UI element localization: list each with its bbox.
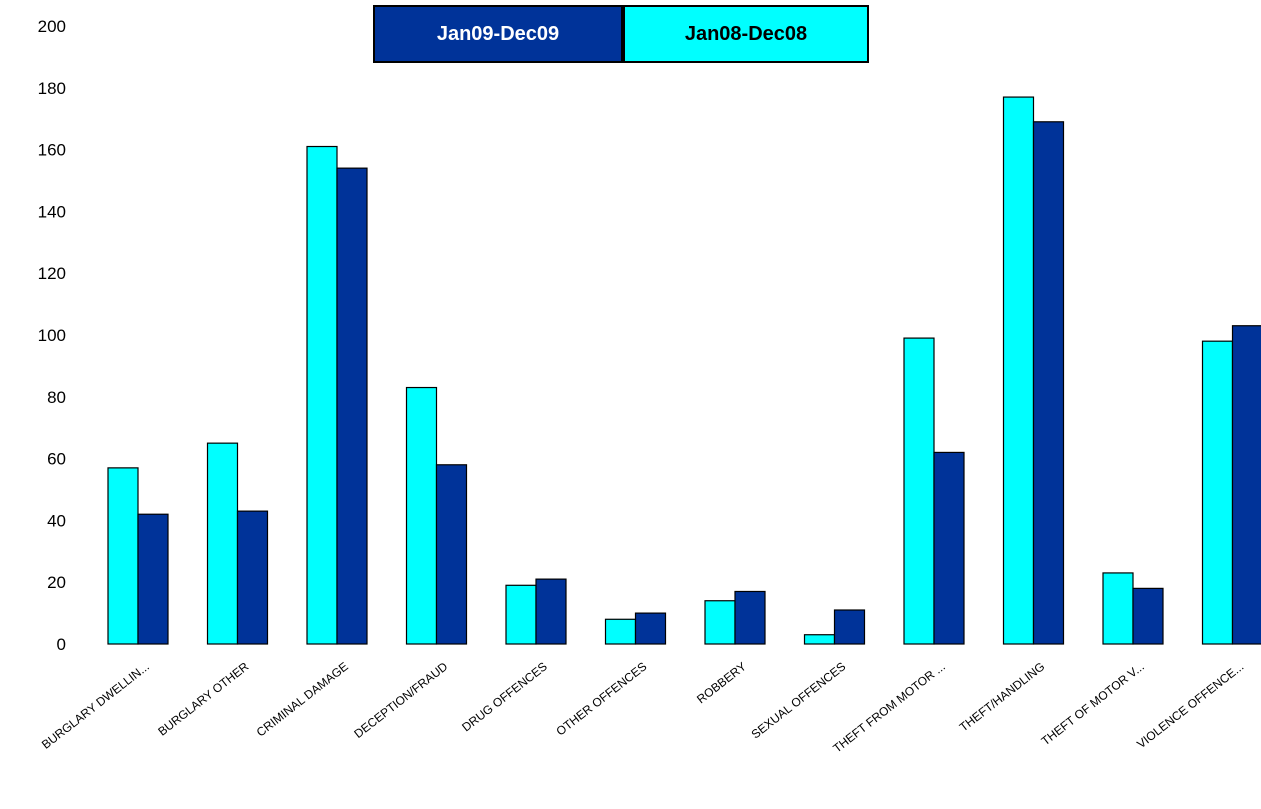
legend-item-jan09-dec09: Jan09-Dec09 <box>373 5 623 63</box>
y-tick-label: 0 <box>57 635 66 654</box>
y-tick-label: 160 <box>38 141 66 160</box>
bar-jan08-dec08 <box>405 386 438 645</box>
x-tick-label: THEFT FROM MOTOR ... <box>830 659 948 755</box>
bar-jan08-dec08 <box>107 467 139 645</box>
y-tick-label: 200 <box>38 17 66 36</box>
x-tick-label: OTHER OFFENCES <box>554 659 650 738</box>
y-tick-label: 20 <box>47 573 66 592</box>
x-tick-label: BURGLARY DWELLIN... <box>39 659 152 751</box>
bar-jan09-dec09 <box>734 590 766 645</box>
bar-jan08-dec08 <box>1102 572 1134 645</box>
legend-label-jan08-dec08: Jan08-Dec08 <box>684 22 808 45</box>
y-tick-label: 120 <box>38 264 66 283</box>
bar-jan08-dec08 <box>604 618 637 645</box>
y-tick-label: 40 <box>47 511 66 530</box>
bar-jan09-dec09 <box>833 609 866 645</box>
bar-jan09-dec09 <box>435 464 468 645</box>
x-tick-label: DECEPTION/FRAUD <box>351 659 450 741</box>
x-tick-label: BURGLARY OTHER <box>155 659 251 739</box>
bar-jan09-dec09 <box>1032 121 1065 645</box>
x-axis-labels: BURGLARY DWELLIN... BURGLARY OTHER CRIMINA… <box>39 659 1246 755</box>
bar-jan09-dec09 <box>1231 325 1261 645</box>
bar-jan08-dec08 <box>903 337 935 645</box>
bar-jan09-dec09 <box>933 451 965 645</box>
bar-jan09-dec09 <box>137 513 169 645</box>
bar-jan08-dec08 <box>704 600 736 645</box>
x-tick-label: THEFT/HANDLING <box>957 659 1048 734</box>
x-tick-label: SEXUAL OFFENCES <box>749 659 849 741</box>
bar-jan09-dec09 <box>1132 587 1164 645</box>
x-tick-label: DRUG OFFENCES <box>459 659 550 734</box>
bar-jan08-dec08 <box>306 145 338 645</box>
y-axis-ticks: 0 20 40 60 80 100 120 140 160 180 200 <box>38 17 66 654</box>
bar-jan08-dec08 <box>505 584 537 645</box>
bar-jan08-dec08 <box>803 634 836 645</box>
y-tick-label: 180 <box>38 79 66 98</box>
legend-item-jan08-dec08: Jan08-Dec08 <box>623 5 869 63</box>
x-tick-label: THEFT OF MOTOR V... <box>1039 659 1147 748</box>
x-tick-label: CRIMINAL DAMAGE <box>254 659 351 739</box>
y-tick-label: 60 <box>47 450 66 469</box>
bar-jan09-dec09 <box>634 612 667 645</box>
bar-jan08-dec08 <box>1201 340 1234 645</box>
y-tick-label: 140 <box>38 202 66 221</box>
bar-jan08-dec08 <box>206 442 239 645</box>
y-tick-label: 80 <box>47 388 66 407</box>
legend-label-jan09-dec09: Jan09-Dec09 <box>436 22 560 45</box>
bar-jan09-dec09 <box>336 167 368 645</box>
bar-jan09-dec09 <box>535 578 567 645</box>
x-tick-label: ROBBERY <box>694 659 749 706</box>
x-tick-label: VIOLENCE OFFENCE... <box>1134 659 1246 751</box>
bar-jan08-dec08 <box>1002 96 1035 645</box>
bar-jan09-dec09 <box>236 510 269 645</box>
y-tick-label: 100 <box>38 326 66 345</box>
bars <box>107 96 1261 645</box>
